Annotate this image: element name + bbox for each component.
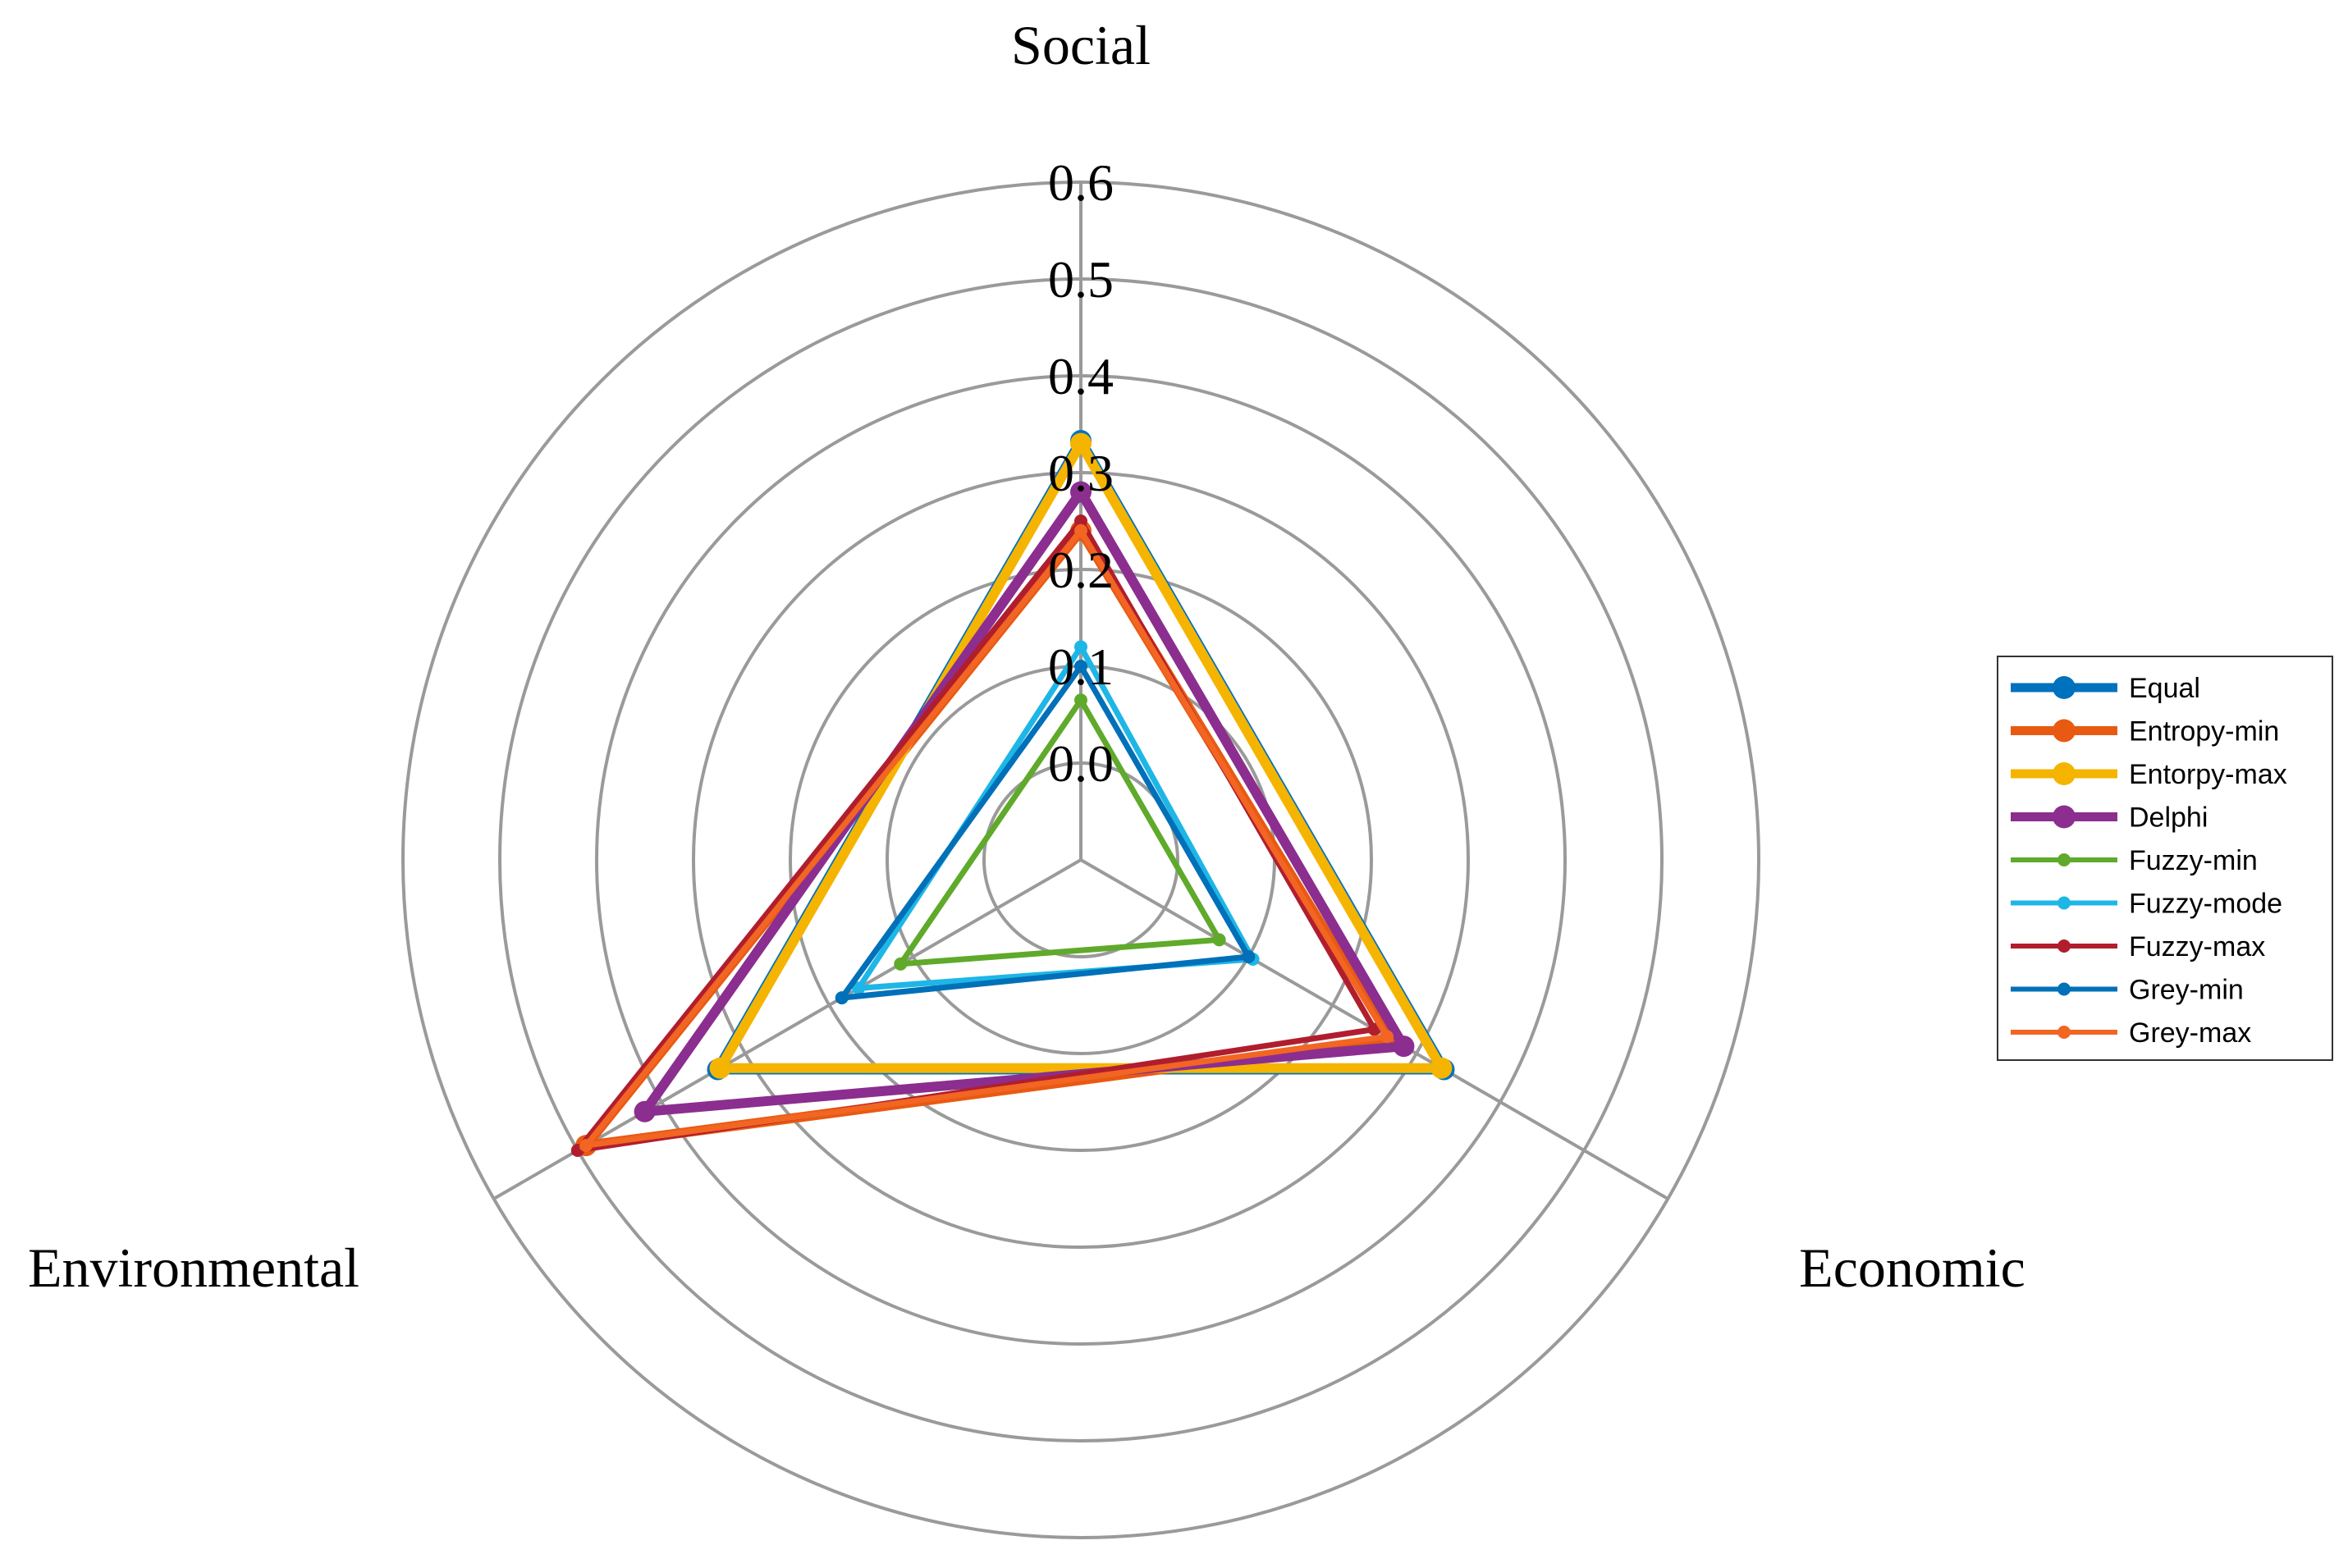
data-point-environmental xyxy=(852,981,866,995)
legend-item: Equal xyxy=(2011,673,2200,704)
tick-label: 0.0 xyxy=(1048,734,1114,793)
legend-label: Fuzzy-max xyxy=(2129,931,2265,962)
data-point-social xyxy=(1074,514,1087,528)
legend-label: Equal xyxy=(2129,673,2200,704)
legend-label: Grey-max xyxy=(2129,1017,2251,1049)
legend-item: Delphi xyxy=(2011,802,2208,834)
legend-swatch-marker xyxy=(2057,896,2071,910)
data-point-environmental xyxy=(835,991,849,1005)
legend-item: Entorpy-max xyxy=(2011,759,2287,790)
series-grey-min xyxy=(835,660,1256,1005)
data-point-economic xyxy=(1242,950,1256,963)
legend-swatch-marker xyxy=(2057,1026,2071,1039)
series-line xyxy=(579,525,1392,1150)
legend-item: Entropy-min xyxy=(2011,716,2279,747)
legend-item: Grey-min xyxy=(2011,975,2244,1006)
data-point-social xyxy=(1070,432,1092,455)
tick-label: 0.1 xyxy=(1048,638,1114,696)
data-point-environmental xyxy=(634,1100,656,1122)
legend-label: Grey-min xyxy=(2129,975,2244,1006)
series-line xyxy=(895,694,1224,967)
data-point-environmental xyxy=(579,1139,593,1153)
tick-label: 0.6 xyxy=(1048,153,1114,212)
legend-swatch-marker xyxy=(2057,939,2071,953)
tick-labels: 0.0 0.1 0.2 0.3 0.4 0.5 0.6 xyxy=(1048,153,1114,793)
legend-label: Entorpy-max xyxy=(2129,759,2287,790)
axis-label-social: Social xyxy=(1011,14,1151,76)
axis-label-economic: Economic xyxy=(1799,1237,2025,1299)
legend: Equal Entropy-min Entorpy-max Delphi Fuzzy-m… xyxy=(1997,656,2333,1061)
series-grey-max xyxy=(579,523,1394,1153)
data-point-social xyxy=(1074,640,1087,654)
legend-item: Fuzzy-mode xyxy=(2011,889,2282,920)
axis-label-environmental: Environmental xyxy=(28,1237,359,1299)
legend-item: Grey-max xyxy=(2011,1017,2251,1049)
legend-item: Fuzzy-min xyxy=(2011,845,2258,876)
legend-swatch-marker xyxy=(2057,982,2071,996)
legend-swatch-marker xyxy=(2053,719,2076,743)
legend-label: Entropy-min xyxy=(2129,716,2279,747)
data-point-social xyxy=(1070,481,1092,503)
data-point-social xyxy=(1074,693,1087,707)
data-point-economic xyxy=(1430,1057,1453,1079)
tick-label: 0.3 xyxy=(1048,444,1114,502)
series-line xyxy=(835,661,1254,1002)
legend-item: Fuzzy-max xyxy=(2011,931,2265,962)
legend-swatch-marker xyxy=(2053,676,2076,699)
tick-label: 0.5 xyxy=(1048,250,1114,309)
data-point-environmental xyxy=(709,1057,731,1079)
series-delphi xyxy=(634,481,1415,1122)
series-layer xyxy=(570,430,1455,1157)
tick-label: 0.2 xyxy=(1048,541,1114,599)
legend-swatch-marker xyxy=(2057,853,2071,866)
legend-label: Fuzzy-min xyxy=(2129,845,2258,876)
data-point-social xyxy=(1074,660,1087,673)
data-point-economic xyxy=(1380,1030,1394,1044)
tick-label: 0.4 xyxy=(1048,347,1114,405)
series-fuzzy-min xyxy=(894,693,1226,971)
legend-swatch-marker xyxy=(2053,762,2076,785)
legend-label: Fuzzy-mode xyxy=(2129,889,2282,920)
legend-label: Delphi xyxy=(2129,802,2208,834)
legend-swatch-marker xyxy=(2053,805,2076,829)
data-point-environmental xyxy=(894,957,908,971)
data-point-economic xyxy=(1393,1035,1415,1058)
data-point-social xyxy=(1074,523,1087,537)
data-point-economic xyxy=(1212,933,1226,947)
